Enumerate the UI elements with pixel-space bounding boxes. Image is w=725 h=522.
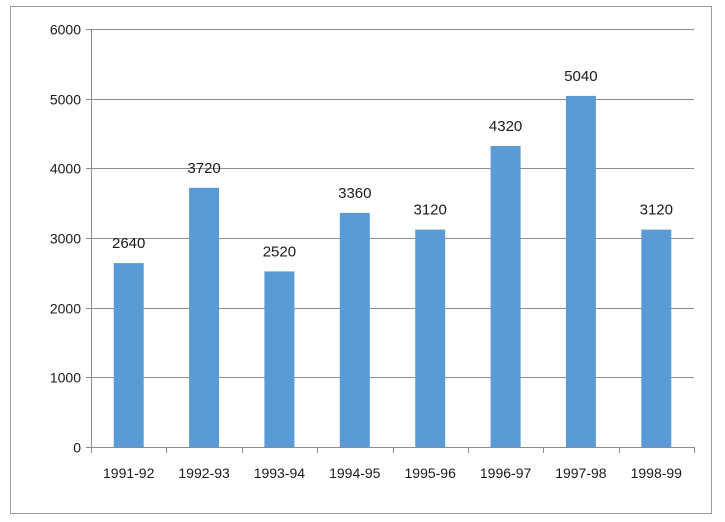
bar-1992-93 xyxy=(189,187,220,448)
x-tick-label: 1992-93 xyxy=(178,465,230,481)
x-tick-label: 1998-99 xyxy=(631,465,683,481)
data-label: 3120 xyxy=(414,202,447,219)
data-label: 2640 xyxy=(112,235,145,252)
y-tick-label: 1000 xyxy=(50,370,81,386)
x-tick-label: 1991-92 xyxy=(103,465,155,481)
x-tick-label: 1993-94 xyxy=(254,465,306,481)
x-tick-label: 1995-96 xyxy=(405,465,457,481)
y-tick-label: 0 xyxy=(73,440,81,456)
bar-1994-95 xyxy=(339,212,370,447)
y-axis-ticks: 0 1000 2000 3000 4000 5000 6000 xyxy=(50,22,91,456)
gridlines xyxy=(91,29,694,378)
x-axis-ticks xyxy=(91,447,695,453)
data-label: 3720 xyxy=(187,160,220,177)
x-tick-label: 1994-95 xyxy=(329,465,381,481)
data-label: 3120 xyxy=(640,202,673,219)
bar-1997-98 xyxy=(565,95,596,448)
y-tick-label: 2000 xyxy=(50,301,81,317)
data-labels: 2640 3720 2520 3360 3120 4320 5040 3120 xyxy=(112,68,673,260)
data-label: 3360 xyxy=(338,185,371,202)
data-label: 2520 xyxy=(263,243,296,260)
y-tick-label: 5000 xyxy=(50,92,81,108)
bar-1993-94 xyxy=(264,271,295,447)
data-label: 4320 xyxy=(489,118,522,135)
bars xyxy=(113,95,672,448)
bar-1996-97 xyxy=(490,146,521,447)
x-axis-labels: 1991-92 1992-93 1993-94 1994-95 1995-96 1996-… xyxy=(103,465,682,481)
bar-1995-96 xyxy=(415,229,446,447)
data-label: 5040 xyxy=(564,68,597,85)
y-tick-label: 4000 xyxy=(50,161,81,177)
bar-1998-99 xyxy=(641,229,672,447)
y-tick-label: 6000 xyxy=(50,22,81,38)
x-tick-label: 1997-98 xyxy=(555,465,607,481)
bar-1991-92 xyxy=(113,263,144,447)
y-tick-label: 3000 xyxy=(50,231,81,247)
x-tick-label: 1996-97 xyxy=(480,465,532,481)
